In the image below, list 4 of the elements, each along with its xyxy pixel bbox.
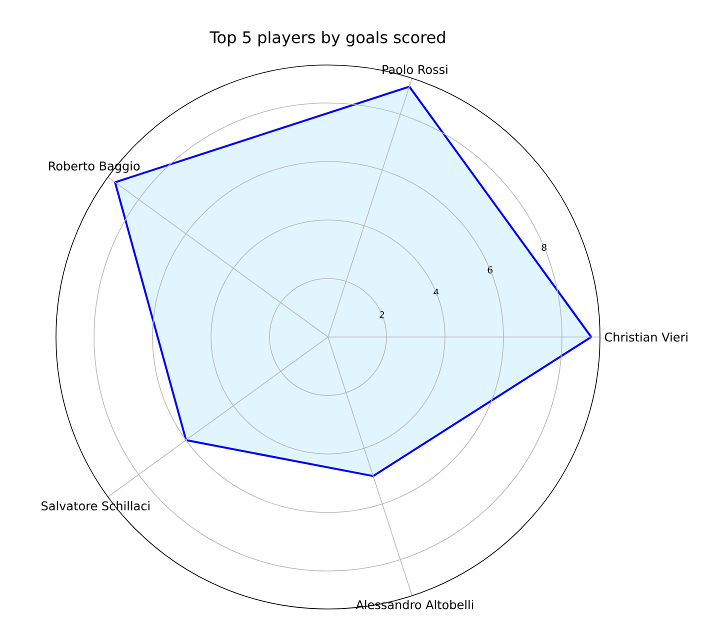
spoke-label: Christian Vieri [604, 332, 688, 342]
chart-title: Top 5 players by goals scored [210, 30, 445, 46]
y-tick-label: 8 [542, 244, 546, 251]
spoke-label: Paolo Rossi [382, 64, 448, 74]
